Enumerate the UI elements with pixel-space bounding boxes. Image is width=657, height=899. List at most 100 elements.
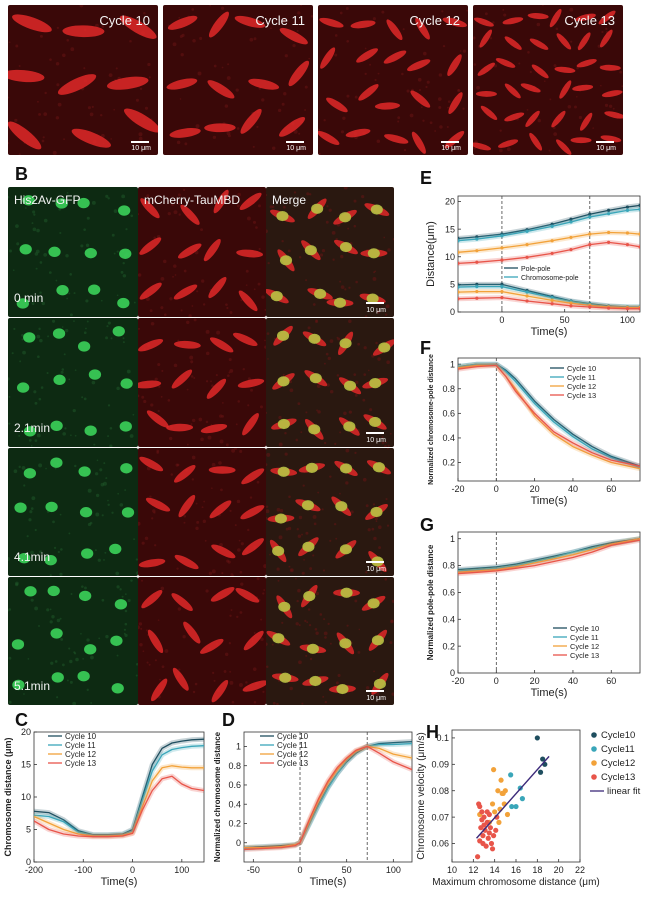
series-point xyxy=(458,290,460,294)
timelapse-green-0: His2Av-GFP 0 min xyxy=(8,187,138,317)
scatter-point xyxy=(481,822,487,828)
cycle-image-11: Cycle 11 10 μm xyxy=(163,5,313,155)
cycle-image-10: Cycle 10 10 μm xyxy=(8,5,158,155)
chart-H-plot: 10 12 14 16 18 20 22 0.06 0.07 0.08 0.09 0.1 Maximum… xyxy=(416,729,600,888)
scale-bar xyxy=(286,141,304,143)
legend-label: Cycle 11 xyxy=(567,373,596,382)
series-point xyxy=(607,240,611,244)
time-label: 2.1min xyxy=(14,421,51,435)
timelapse-red-3 xyxy=(138,577,266,705)
x-tick-label: 20 xyxy=(530,484,540,494)
y-tick-label: 1 xyxy=(236,742,241,752)
x-tick-label: 22 xyxy=(575,865,585,875)
scatter-point xyxy=(534,735,540,741)
series-point xyxy=(525,229,529,233)
panel-letter-h: H xyxy=(426,722,439,742)
x-axis-label: Maximum chromosome distance (μm) xyxy=(432,877,599,888)
axes-frame xyxy=(457,531,641,674)
channel-label: mCherry-TauMBD xyxy=(144,193,241,207)
y-tick-label: 0 xyxy=(450,307,455,317)
scale-bar xyxy=(366,302,384,304)
chart-F-plot: -20 0 20 40 60 0.2 0.4 0.6 0.8 1 Time(s) Normalized… xyxy=(428,354,641,507)
x-tick-label: 50 xyxy=(560,315,570,325)
series-point xyxy=(625,231,630,235)
scatter-point xyxy=(480,833,486,839)
series-point xyxy=(500,284,504,289)
x-axis-label: Time(s) xyxy=(310,876,347,888)
series-point xyxy=(458,250,460,254)
series-line xyxy=(244,745,412,849)
scale-bar xyxy=(441,141,459,143)
y-tick-label: 0.8 xyxy=(442,561,455,571)
series-point xyxy=(525,299,529,303)
series-point xyxy=(607,230,611,235)
chart-D-plot: -50 0 50 100 0 0.2 0.4 0.6 0.8 1 Time(s) Normalized… xyxy=(213,731,413,888)
y-tick-label: 10 xyxy=(21,792,31,802)
scale-bar xyxy=(366,432,384,434)
y-tick-label: 15 xyxy=(21,760,31,770)
y-tick-label: 0.2 xyxy=(442,458,455,468)
legend-label: Cycle 12 xyxy=(570,642,599,651)
legend-label: Cycle 13 xyxy=(277,759,309,768)
legend-label: Chromosome-pole xyxy=(521,275,579,282)
legend-label: Cycle11 xyxy=(601,744,635,755)
scatter-point xyxy=(491,833,497,839)
chart-e: 0 50 100 0 5 10 15 20 Time(s) Distance(μm) Pole-po… xyxy=(425,195,641,338)
legend-marker xyxy=(591,760,597,766)
y-tick-label: 0.06 xyxy=(431,839,449,849)
series-point xyxy=(588,232,592,236)
legend-label: Cycle 10 xyxy=(65,732,97,741)
x-axis-label: Time(s) xyxy=(101,876,138,888)
series-line xyxy=(458,241,640,265)
scatter-point xyxy=(485,835,491,841)
y-tick-label: 0.8 xyxy=(228,761,241,771)
series-point xyxy=(638,245,640,249)
series-point xyxy=(500,289,504,294)
series-point xyxy=(550,251,554,256)
scale-bar-label: 10 μm xyxy=(596,145,616,152)
legend-label: Cycle 11 xyxy=(570,633,599,642)
timelapse-merge-3: 10 μm xyxy=(266,577,394,705)
series-line xyxy=(458,538,640,573)
scatter-point xyxy=(477,803,483,810)
scatter-point xyxy=(482,827,488,833)
series-point xyxy=(525,294,529,298)
time-label: 4.1min xyxy=(14,550,51,564)
series-point xyxy=(458,297,460,301)
series-point xyxy=(475,235,479,239)
y-tick-label: 20 xyxy=(21,727,31,737)
x-tick-label: 100 xyxy=(386,865,401,875)
series-line xyxy=(458,204,640,240)
legend-label: Cycle10 xyxy=(601,730,635,741)
x-tick-label: 12 xyxy=(468,865,478,875)
legend-label: Cycle 10 xyxy=(277,732,309,741)
scatter-point xyxy=(475,854,481,860)
x-tick-label: 60 xyxy=(606,676,616,686)
time-label: 0 min xyxy=(14,291,44,305)
chart-c: -200 -100 0 100 0 5 10 15 20 Time(s) Chromosome di… xyxy=(3,727,205,888)
chart-G-plot: -20 0 20 40 6000.20.40.60.81Time(s)Normalize… xyxy=(426,531,641,699)
series-point xyxy=(638,232,640,236)
panel-letter-d: D xyxy=(222,710,235,730)
series-point xyxy=(475,237,479,241)
series-point xyxy=(525,243,529,247)
x-tick-label: 40 xyxy=(568,484,578,494)
y-tick-label: 5 xyxy=(26,825,31,835)
scale-bar-label: 10 μm xyxy=(286,145,306,152)
series-point xyxy=(607,306,611,310)
series-point xyxy=(588,215,592,219)
chart-C-plot: -200 -100 0 100 0 5 10 15 20 Time(s) Chromosome di… xyxy=(3,727,205,888)
y-tick-label: 0.6 xyxy=(442,588,455,598)
x-tick-label: 100 xyxy=(620,315,635,325)
series-line xyxy=(458,208,640,242)
x-tick-label: 18 xyxy=(532,865,542,875)
series-point xyxy=(569,304,573,308)
series-point xyxy=(550,222,554,226)
x-axis-label: Time(s) xyxy=(531,326,568,338)
legend-label: Cycle 11 xyxy=(65,741,96,750)
scale-bar-label: 10 μm xyxy=(366,566,386,573)
series-point xyxy=(625,205,630,209)
scatter-point xyxy=(489,846,496,852)
